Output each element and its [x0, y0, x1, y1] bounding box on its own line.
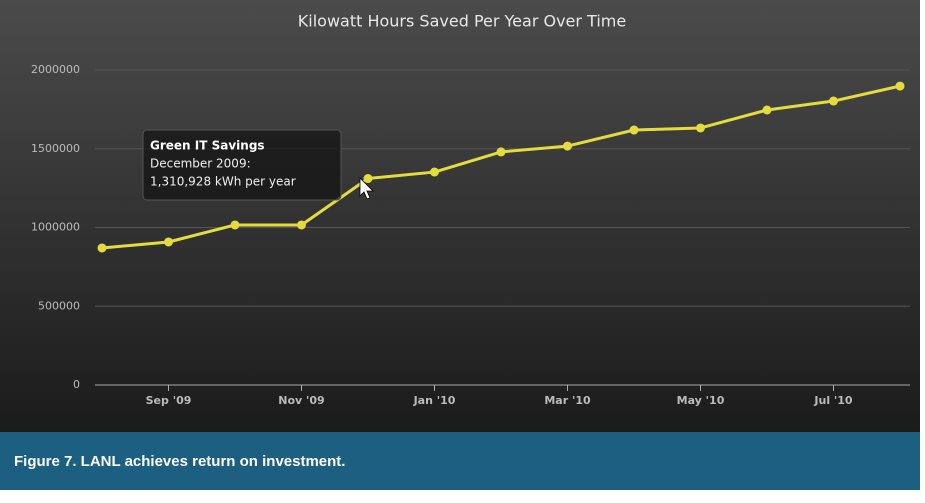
plot-background [0, 0, 920, 432]
caption-band [0, 432, 920, 490]
y-tick-label: 1500000 [31, 142, 80, 155]
chart-title: Kilowatt Hours Saved Per Year Over Time [298, 12, 626, 31]
point [363, 174, 373, 184]
point [430, 167, 439, 177]
point [563, 141, 572, 151]
tooltip-box [142, 129, 342, 201]
point [230, 220, 240, 230]
point [629, 125, 639, 135]
cursor [359, 177, 374, 200]
point [696, 123, 705, 133]
x-tick-label: Sep '09 [146, 394, 192, 407]
y-tick-label: 500000 [38, 299, 80, 312]
point [829, 96, 838, 106]
point [97, 243, 107, 253]
caption: Figure 7. LANL achieves return on invest… [14, 453, 345, 470]
point [762, 105, 772, 115]
x-tick-label: May '10 [677, 394, 725, 407]
x-tick-label: Jul '10 [813, 394, 853, 407]
y-tick-label: 1000000 [31, 221, 80, 234]
point [895, 81, 905, 91]
tooltip-date: December 2009: [150, 157, 251, 171]
x-tick-label: Nov '09 [278, 394, 324, 407]
tooltip-title: Green IT Savings [150, 139, 265, 153]
x-tick-label: Jan '10 [413, 394, 456, 407]
point [164, 237, 173, 247]
x-tick-label: Mar '10 [544, 394, 591, 407]
point [496, 147, 506, 157]
tooltip-text: 1,310,928 kWh per year [150, 175, 296, 189]
point [297, 220, 306, 230]
y-tick-label: 2000000 [31, 63, 80, 76]
y-tick-label: 0 [73, 378, 80, 391]
